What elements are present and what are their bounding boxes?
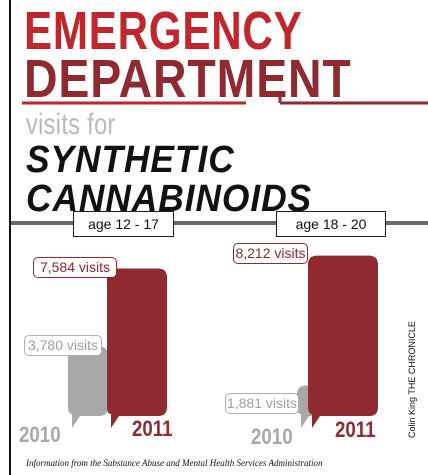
value-label-18-20-2011: 8,212 visits [233, 243, 308, 264]
title-line-3: visits for [26, 108, 116, 141]
source-note: Information from the Substance Abuse and… [26, 458, 323, 468]
year-label-18-20-2011: 2011 [335, 417, 376, 442]
year-label-12-17-2011: 2011 [132, 416, 173, 441]
bar-18-20-2011 [308, 255, 378, 428]
title-line-2: DEPARTMENT [24, 49, 352, 109]
age-group-label-2: age 18 - 20 [276, 211, 386, 237]
bar-12-17-2011 [107, 268, 167, 428]
title-line-1: EMERGENCY [24, 1, 303, 61]
photo-credit: Colin King THE CHRONICLE [407, 321, 417, 438]
year-label-18-20-2010: 2010 [251, 424, 293, 449]
bar-12-17-2010 [68, 346, 108, 428]
age-group-label-1: age 12 - 17 [73, 211, 174, 237]
value-label-12-17-2011: 7,584 visits [33, 257, 117, 278]
value-label-18-20-2010: 1,881 visits [225, 393, 299, 414]
value-label-12-17-2010: 3,780 visits [24, 335, 102, 356]
year-label-12-17-2010: 2010 [19, 422, 61, 447]
title-line-4: SYNTHETIC [26, 139, 235, 181]
